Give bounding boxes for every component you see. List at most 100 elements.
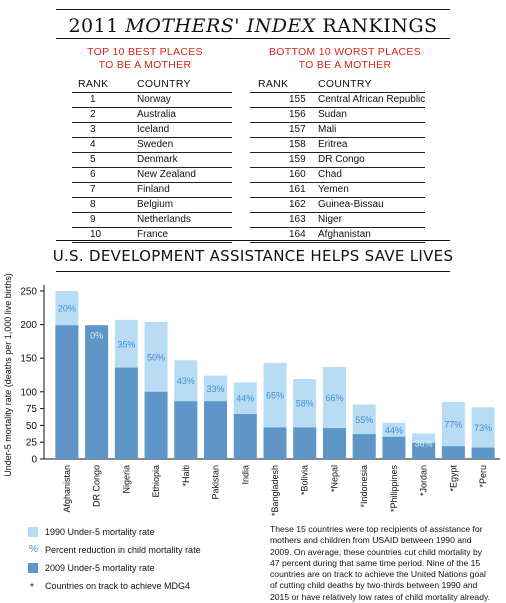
y-tick-label: 75 (26, 404, 38, 415)
rank-cell: 7 (90, 184, 96, 195)
x-category-label: Ethiopia (151, 465, 161, 498)
country-cell: Australia (137, 109, 176, 120)
rank-cell: 6 (90, 169, 96, 180)
percent-reduction-label: 66% (325, 393, 343, 403)
rank-cell: 162 (289, 199, 306, 210)
bar-2009 (263, 427, 287, 459)
rank-cell: 156 (289, 109, 306, 120)
bar-1990 (441, 401, 465, 459)
country-cell: Netherlands (137, 214, 191, 225)
percent-reduction-label: 77% (444, 420, 462, 430)
percent-reduction-label: 73% (474, 423, 492, 433)
worst-places-table: 155 Central African Republic 156 Sudan 157 Ma… (250, 92, 425, 243)
worst-country-header: COUNTRY (318, 78, 372, 90)
country-cell: Mali (318, 124, 337, 135)
legend-swatch (28, 563, 38, 573)
y-tick-label: 50 (26, 421, 38, 432)
x-category-label: *Peru (478, 465, 488, 488)
bar-2009 (322, 428, 346, 459)
rank-cell: 157 (289, 124, 306, 135)
worst-table-row: 163 Niger (250, 213, 425, 228)
best-rank-header: RANK (78, 78, 109, 90)
worst-table-row: 164 Afghanistan (250, 228, 425, 243)
section-rule-top (56, 240, 450, 241)
country-cell: New Zealand (137, 169, 196, 180)
country-cell: Central African Republic (318, 94, 426, 105)
worst-rank-header: RANK (258, 78, 289, 90)
percent-reduction-label: 65% (266, 391, 284, 401)
x-category-label: DR Congo (92, 465, 102, 507)
rank-cell: 161 (289, 184, 306, 195)
best-places-table: 1 Norway 2 Australia 3 Iceland 4 Sweden 5 Denmark… (72, 92, 232, 243)
worst-table-row: 158 Eritrea (250, 138, 425, 153)
percent-reduction-label: 0% (90, 330, 103, 340)
bar-2009 (204, 401, 228, 459)
y-axis-label: Under-5 mortality rate (deaths per 1,000… (3, 273, 13, 477)
percent-reduction-label: 50% (147, 352, 165, 362)
rank-cell: 160 (289, 169, 306, 180)
rank-cell: 4 (90, 139, 96, 150)
bar-2009 (233, 413, 257, 459)
x-category-label: *Bangladesh (270, 465, 280, 516)
chart-footnote: These 15 countries were top recipients o… (270, 524, 491, 602)
best-places-heading: TOP 10 BEST PLACES TO BE A MOTHER (87, 46, 203, 71)
percent-reduction-label: 58% (296, 399, 314, 409)
country-cell: Afghanistan (318, 229, 371, 240)
best-table-row: 4 Sweden (72, 138, 232, 153)
y-tick-label: 250 (20, 287, 37, 298)
best-table-row: 2 Australia (72, 108, 232, 123)
percent-reduction-label: 44% (236, 394, 254, 404)
rank-cell: 10 (90, 229, 102, 240)
percent-reduction-label: 55% (355, 415, 373, 425)
legend-label: 1990 Under-5 mortality rate (45, 527, 155, 537)
x-category-label: Afghanistan (62, 465, 72, 513)
rank-cell: 158 (289, 139, 306, 150)
best-country-header: COUNTRY (137, 78, 191, 90)
percent-reduction-label: 43% (177, 376, 195, 386)
bar-2009 (471, 447, 495, 459)
worst-table-row: 157 Mali (250, 123, 425, 138)
y-tick-label: 150 (20, 354, 37, 365)
section-rule-bottom (56, 271, 450, 272)
top-rule (56, 9, 450, 10)
best-table-row: 9 Netherlands (72, 213, 232, 228)
rank-cell: 9 (90, 214, 96, 225)
bar-2009 (114, 367, 138, 459)
legend-label: 2009 Under-5 mortality rate (45, 563, 155, 573)
country-cell: Sweden (137, 139, 174, 150)
x-category-label: *Nepal (329, 465, 339, 492)
rank-cell: 163 (289, 214, 306, 225)
best-table-row: 1 Norway (72, 92, 232, 108)
rank-cell: 155 (289, 94, 306, 105)
worst-table-row: 161 Yemen (250, 183, 425, 198)
y-tick-label: 200 (20, 320, 37, 331)
best-table-row: 7 Finland (72, 183, 232, 198)
worst-places-heading: BOTTOM 10 WORST PLACES TO BE A MOTHER (268, 46, 422, 71)
country-cell: Eritrea (318, 139, 348, 150)
best-table-row: 3 Iceland (72, 123, 232, 138)
y-tick-label: 25 (26, 438, 38, 449)
percent-reduction-label: 36% (415, 438, 433, 448)
country-cell: France (137, 229, 169, 240)
legend-asterisk-symbol: * (30, 582, 34, 593)
page-title: 2011 MOTHERS' INDEX RANKINGS (68, 15, 438, 37)
rank-cell: 5 (90, 154, 96, 165)
best-table-row: 10 France (72, 228, 232, 243)
percent-reduction-label: 33% (207, 384, 225, 394)
legend-percent-symbol: % (29, 544, 38, 555)
country-cell: Guinea-Bissau (318, 199, 384, 210)
rank-cell: 159 (289, 154, 306, 165)
country-cell: Niger (318, 214, 342, 225)
legend-label: Countries on track to achieve MDG4 (45, 581, 191, 591)
bar-1990 (471, 407, 495, 459)
rank-cell: 1 (90, 94, 96, 105)
x-category-label: Nigeria (121, 465, 131, 494)
y-tick-label: 100 (20, 387, 37, 398)
best-table-row: 6 New Zealand (72, 168, 232, 183)
legend-label: Percent reduction in child mortality rat… (45, 545, 201, 555)
rank-cell: 8 (90, 199, 96, 210)
bar-2009 (382, 436, 406, 459)
worst-table-row: 160 Chad (250, 168, 425, 183)
bar-2009 (412, 442, 436, 459)
